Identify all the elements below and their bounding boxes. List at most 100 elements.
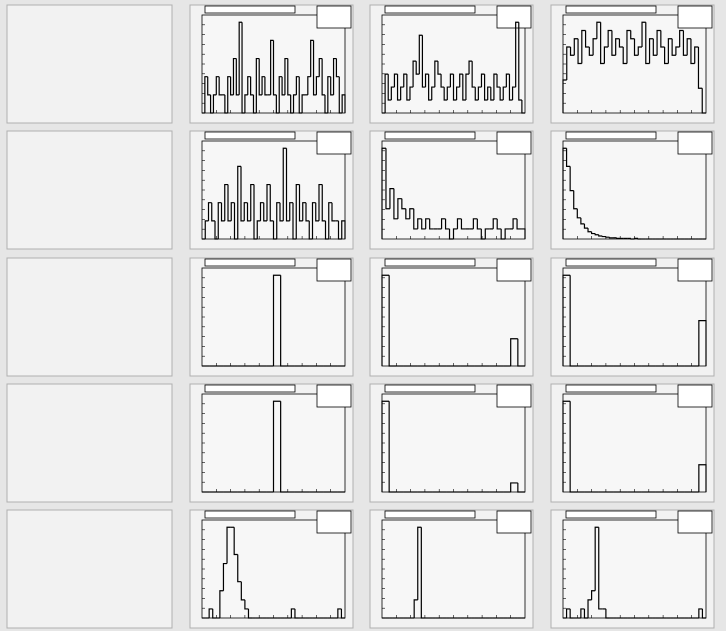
histogram-bin [518, 22, 522, 101]
histogram-bin [576, 208, 581, 219]
histogram-bin [403, 73, 407, 88]
histogram-bin [331, 202, 336, 222]
histogram-bin [622, 47, 627, 65]
histogram-bin [413, 208, 418, 230]
histogram-bin [417, 526, 422, 600]
histogram-bin [217, 202, 222, 239]
histogram-bin [641, 21, 646, 48]
histogram-bin [275, 94, 280, 114]
histogram-bin [511, 86, 516, 101]
histogram-bin [259, 202, 264, 221]
histogram-bin [237, 165, 241, 239]
histogram-bin [324, 94, 328, 114]
histogram-bin [340, 608, 345, 619]
histogram-bin [652, 38, 658, 56]
histogram-bin [591, 590, 596, 600]
histogram-bin [289, 202, 293, 221]
histogram-bin [405, 208, 410, 220]
histogram-bin [476, 218, 482, 230]
histogram-bin [401, 198, 406, 210]
plot-frame [381, 519, 526, 619]
histogram-bin [321, 58, 325, 96]
histogram-bin [493, 73, 498, 101]
histogram-bin [412, 60, 417, 88]
histogram-bin [603, 46, 609, 64]
histogram-bin [385, 148, 390, 210]
histogram-bin [569, 275, 578, 367]
histogram-bin [505, 73, 510, 88]
histogram-bin [418, 34, 423, 75]
histogram-bin [596, 21, 601, 39]
histogram-bin [615, 38, 620, 56]
histogram-bin [496, 74, 501, 88]
histogram-bin [211, 202, 215, 222]
histogram-bin [440, 218, 446, 229]
histogram-bin [431, 86, 435, 101]
histogram-bin [290, 94, 294, 114]
histogram-bin [675, 46, 680, 56]
histogram-bin [600, 22, 605, 65]
histogram-bin [270, 39, 274, 95]
histogram-bin [294, 608, 299, 619]
empty-pad [6, 509, 173, 629]
histogram-bin [598, 527, 603, 610]
histogram-bin [285, 148, 290, 222]
plot-frame [562, 393, 707, 493]
stats-box [677, 131, 713, 155]
histogram-bin [272, 274, 281, 366]
histogram-bin [421, 218, 426, 230]
plot-frame [201, 519, 346, 619]
histogram-bin [573, 190, 578, 210]
stats-box [316, 384, 352, 408]
histogram-bin [562, 400, 571, 492]
stats-box [316, 510, 352, 534]
histogram-bin [686, 38, 691, 56]
title-box [204, 131, 296, 140]
histogram-bin [227, 184, 232, 222]
stats-box [496, 131, 532, 155]
histogram-bin [598, 234, 603, 237]
histogram-bin [328, 202, 332, 239]
histogram-bin [594, 233, 599, 236]
histogram-bin [591, 231, 596, 235]
histogram-bin [496, 218, 502, 230]
histogram-bin [517, 338, 525, 367]
histogram-bin [656, 29, 661, 56]
title-box [565, 510, 657, 519]
histogram-bin [456, 218, 462, 229]
histogram-bin [280, 275, 288, 367]
histogram-bin [292, 94, 297, 113]
histogram-bin [396, 74, 401, 101]
histogram-bin [298, 76, 303, 114]
histogram-bin [295, 76, 300, 95]
histogram-bin [302, 202, 306, 221]
empty-pad [6, 4, 173, 124]
title-box [565, 5, 657, 14]
histogram-bin [504, 228, 510, 239]
histogram-bin [429, 218, 434, 230]
histogram-bin [215, 76, 220, 95]
histogram-bin [278, 76, 283, 113]
histogram-bin [312, 40, 317, 96]
histogram-bin [449, 73, 454, 88]
histogram-bin [510, 338, 518, 366]
histogram-bin [226, 526, 231, 564]
histogram-bin [562, 274, 571, 366]
histogram-bin [279, 202, 284, 222]
histogram-bin [605, 608, 610, 619]
histogram-bin [232, 57, 237, 95]
histogram-bin [569, 47, 575, 56]
histogram-bin [327, 76, 331, 113]
histogram-bin [272, 40, 277, 96]
plot-frame [562, 140, 707, 240]
histogram-bin [388, 275, 397, 367]
histogram-bin [444, 218, 450, 230]
histogram-bin [233, 202, 238, 240]
title-box [565, 131, 657, 140]
histogram-bin [307, 76, 311, 95]
histogram-bin [237, 554, 242, 583]
histogram-bin [227, 76, 231, 113]
histogram-bin [247, 608, 253, 619]
histogram-bin [697, 47, 703, 89]
histogram-bin [565, 148, 571, 168]
